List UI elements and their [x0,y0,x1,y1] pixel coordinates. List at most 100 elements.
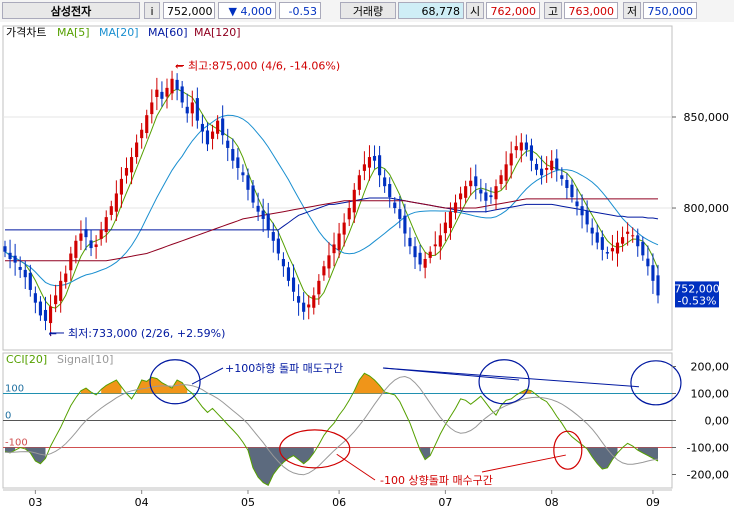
low-value: 750,000 [643,2,697,19]
date-x-axis: 03 04 05 06 07 08 09 [3,489,672,509]
open-value: 762,000 [486,2,540,19]
candle-body [210,131,215,139]
candle-body [327,255,331,269]
x-tick-label: 05 [241,496,255,509]
cci-legend: CCI[20] Signal[10] [6,353,113,366]
chart-area[interactable]: ← 최고:875,000 (4/6, -14.06%) ← 최저:733,000 (2… [0,22,734,516]
cci-oversold-fill [247,447,314,486]
candle-body [413,246,417,258]
candle-body [347,208,351,220]
candle-body [286,267,291,281]
candle-body [509,153,513,166]
candle-body [540,168,544,176]
candle-body [408,237,412,247]
candle-body [362,164,366,171]
candle-body [297,296,301,303]
candle-body [646,258,650,267]
low-label: 저 [623,2,641,19]
candle-body [600,237,604,250]
candle-body [367,157,372,168]
candle-body [307,304,311,308]
candle-body [443,222,447,234]
buy-arrow-line [336,453,376,481]
candle-body [605,252,609,254]
sell-zone-circle [149,359,201,405]
candle-body [114,193,118,212]
candle-body [99,229,103,239]
down-arrow-icon: ▼ [228,5,237,18]
price-y-tick-label: 800,000 [684,202,730,215]
candle-body [33,293,37,303]
cci-y-tick-label: 200,00 [691,361,730,374]
cci-y-tick-label: 0,00 [705,415,730,428]
candle-body [585,210,589,225]
candle-body [160,91,164,99]
candle-body [195,98,199,121]
candle-body [398,209,402,219]
candle-body [317,280,321,295]
candle-body [626,231,630,234]
candle-body [261,210,265,219]
candle-body [241,172,245,176]
candle-body [231,149,235,161]
cci-oversold-fill [420,447,431,460]
candle-body [352,189,356,213]
candle-body [656,275,660,296]
candle-body [383,177,387,187]
legend-ma120: MA[120] [194,26,241,39]
sell-zone-circle [478,359,530,405]
candle-body [23,269,27,278]
ma5-line [4,88,659,309]
ma20-line [4,114,659,287]
stock-name[interactable]: 삼성전자 [2,2,140,19]
candle-body [342,222,346,235]
price-y-axis: 850,000 800,000 [672,111,729,215]
last-price-change: -0.53% [678,294,717,307]
candle-body [150,102,154,115]
candle-body [448,211,453,229]
sell-zone-label: +100하향 돌파 매도구간 [225,361,343,375]
candle-body [74,240,78,258]
cci-oversold-fill [637,447,658,461]
candle-body [570,184,574,198]
change-percent: -0.53 [279,2,321,19]
change-box: ▼ 4,000 [218,2,276,19]
cci-overbought-fill [101,380,122,394]
cci-lines [4,372,659,486]
candle-body [322,266,326,276]
candle-body [200,123,204,132]
candle-body [565,179,569,188]
info-icon[interactable]: i [144,2,160,19]
candle-body [489,195,493,198]
volume-value: 68,778 [398,2,464,19]
candle-body [64,273,68,282]
candle-body [236,157,240,168]
x-tick-label: 08 [545,496,559,509]
candle-body [469,180,473,187]
candle-body [484,192,488,201]
candle-body [246,175,250,190]
buy-zone-circle [279,429,351,469]
candle-body [529,145,534,161]
candle-body [170,78,174,94]
candle-body [620,237,625,244]
cci-ref-label: -100 [5,438,28,449]
candle-body [109,206,113,215]
ma120-line [5,198,658,262]
cci-y-tick-label: -100,00 [687,442,729,455]
buy-arrow-line [481,454,566,473]
candle-body [104,217,108,233]
buy-zone-circle [553,430,583,470]
sell-arrow-line [191,367,224,385]
price-y-tick-label: 850,000 [684,111,730,124]
legend-cci: CCI[20] [6,353,47,366]
candle-body [499,175,503,184]
legend-signal: Signal[10] [57,353,113,366]
high-label: 고 [544,2,562,19]
candle-body [43,309,48,321]
candle-body [357,175,361,190]
last-price-value: 752,000 [674,282,720,295]
candle-body [464,186,468,198]
candle-body [514,146,518,151]
candle-body [94,244,98,247]
